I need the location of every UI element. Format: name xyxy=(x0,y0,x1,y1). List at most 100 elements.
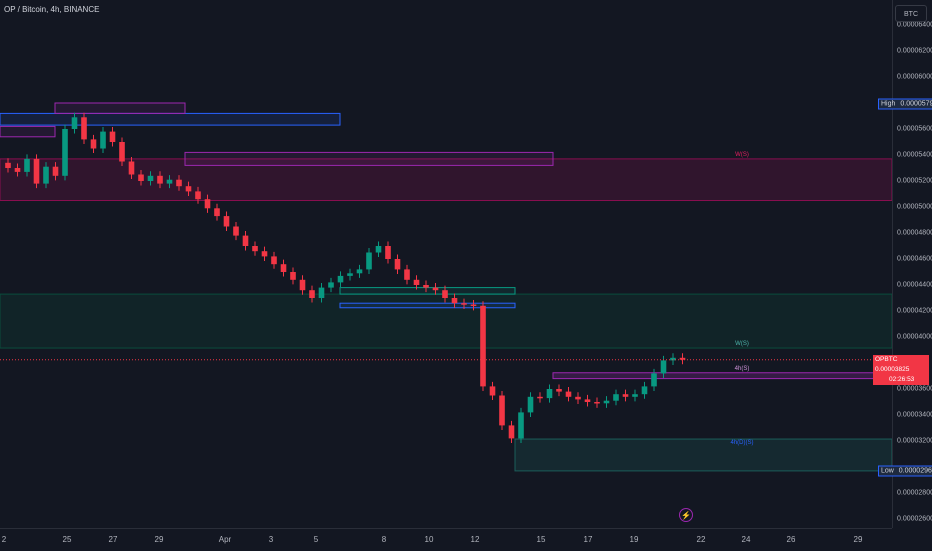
price-tick-label: 0.00004000 xyxy=(897,333,932,341)
order-block-box xyxy=(184,151,554,166)
time-axis[interactable]: 2 25 27 29 Apr 3 5 8 10 12 15 17 19 22 24 26 29 xyxy=(0,528,892,551)
countdown-label: 02:26:53 xyxy=(889,375,915,383)
candle xyxy=(451,298,458,304)
price-tick-label: 0.00004400 xyxy=(897,281,932,289)
candle xyxy=(185,186,192,192)
candle xyxy=(508,425,515,439)
candle xyxy=(52,166,59,176)
high-tag-value: 0.00005791 xyxy=(900,100,932,108)
candle xyxy=(138,174,144,181)
candle xyxy=(147,175,154,181)
candle xyxy=(594,402,600,404)
candle xyxy=(651,373,657,387)
price-tick-label: 0.00005200 xyxy=(897,177,932,185)
time-tick-label: 8 xyxy=(381,535,387,544)
price-tick-label: 0.00005600 xyxy=(897,125,932,133)
lightning-icon[interactable]: ⚡ xyxy=(679,508,693,522)
candle xyxy=(670,357,676,361)
low-tag-value: 0.00002969 xyxy=(896,467,932,475)
candle xyxy=(366,252,372,270)
candle xyxy=(128,161,135,175)
time-tick-label: 29 xyxy=(853,535,863,544)
order-block-box xyxy=(0,125,56,138)
time-tick-label: 24 xyxy=(741,535,751,544)
time-tick-label: 17 xyxy=(583,535,593,544)
price-tick-label: 0.00005400 xyxy=(897,151,932,159)
zone-label: W(S) xyxy=(735,341,749,348)
candle xyxy=(214,208,220,217)
candle xyxy=(423,285,429,288)
candle xyxy=(24,158,30,172)
price-tick-label: 0.00006000 xyxy=(897,73,932,81)
candle xyxy=(261,251,268,257)
price-tick-label: 0.00004600 xyxy=(897,255,932,263)
order-block-box xyxy=(0,112,341,126)
candle xyxy=(71,117,78,129)
time-tick-label: 22 xyxy=(696,535,706,544)
zone-box xyxy=(0,293,893,349)
candle xyxy=(233,226,239,236)
price-tick-label: 0.00005000 xyxy=(897,203,932,211)
order-block-box xyxy=(54,102,186,114)
zone-box xyxy=(552,372,893,380)
chart-area[interactable]: OP / Bitcoin, 4h, BINANCE ⚡ W(S) W(S) 4h(S… xyxy=(0,0,893,528)
candle xyxy=(157,175,163,184)
candle xyxy=(328,282,334,288)
candle xyxy=(375,246,382,253)
candle xyxy=(660,360,667,374)
candle xyxy=(337,275,344,283)
time-tick-label: 5 xyxy=(313,535,319,544)
time-tick-label: 29 xyxy=(154,535,164,544)
candle xyxy=(100,131,106,149)
candle xyxy=(347,273,353,276)
candle xyxy=(271,256,277,265)
candle xyxy=(575,396,581,400)
candle xyxy=(679,357,686,360)
price-tick-label: 0.00002600 xyxy=(897,515,932,523)
candle xyxy=(622,394,629,397)
candle xyxy=(432,287,439,291)
time-tick-label: 2 xyxy=(1,535,7,544)
price-label: 0.00003825 xyxy=(875,365,910,373)
candle xyxy=(90,139,97,149)
candle xyxy=(242,235,249,246)
time-tick-label: 10 xyxy=(424,535,434,544)
candle xyxy=(195,191,201,200)
candle xyxy=(280,264,287,272)
candle xyxy=(33,158,40,184)
symbol-label: OPBTC xyxy=(875,355,898,363)
candle xyxy=(309,290,315,298)
candle xyxy=(470,304,477,306)
zone-label: W(S) xyxy=(735,151,749,158)
time-tick-label: 27 xyxy=(108,535,118,544)
zone-label: 4h(S) xyxy=(734,365,750,372)
candle xyxy=(176,179,182,187)
candle xyxy=(290,272,296,280)
price-tick-label: 0.00006400 xyxy=(897,21,932,29)
candle xyxy=(385,246,391,259)
price-axis[interactable]: 0.00006400 0.00006200 0.00006000 0.00005600… xyxy=(892,0,932,528)
candle xyxy=(546,389,553,399)
candle xyxy=(461,303,467,305)
price-tick-label: 0.00004200 xyxy=(897,307,932,315)
chart-title: OP / Bitcoin, 4h, BINANCE xyxy=(4,5,100,14)
candle xyxy=(166,179,173,184)
order-block-box xyxy=(339,287,516,295)
candle xyxy=(318,287,325,298)
candle xyxy=(613,394,619,401)
price-tick-label: 0.00003600 xyxy=(897,385,932,393)
price-tick-label: 0.00003400 xyxy=(897,411,932,419)
candle xyxy=(81,117,87,140)
candle xyxy=(43,166,49,184)
candle xyxy=(537,396,543,399)
candle xyxy=(394,259,401,270)
candle xyxy=(109,131,116,142)
candle xyxy=(299,279,306,291)
candle xyxy=(641,386,648,395)
price-tick-label: 0.00004800 xyxy=(897,229,932,237)
zone-label: 4h(D)(S) xyxy=(730,440,754,447)
price-chart[interactable] xyxy=(0,0,893,528)
currency-button[interactable]: BTC xyxy=(895,5,927,22)
high-tag: High 0.00005791 xyxy=(878,98,932,110)
low-tag-label: Low xyxy=(881,467,894,475)
